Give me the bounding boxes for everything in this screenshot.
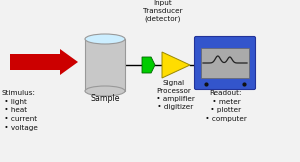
- Polygon shape: [162, 52, 190, 78]
- Polygon shape: [142, 57, 155, 73]
- Text: Signal
Processor
 • amplifier
 • digitizer: Signal Processor • amplifier • digitizer: [154, 80, 194, 110]
- Text: Sample: Sample: [90, 94, 120, 103]
- Ellipse shape: [85, 86, 125, 96]
- Ellipse shape: [85, 34, 125, 44]
- Polygon shape: [10, 49, 78, 75]
- FancyBboxPatch shape: [194, 36, 256, 89]
- Text: Stimulus:
 • light
 • heat
 • current
 • voltage: Stimulus: • light • heat • current • vol…: [2, 90, 38, 131]
- FancyBboxPatch shape: [201, 48, 249, 78]
- FancyBboxPatch shape: [85, 39, 125, 91]
- Text: Readout:
 • meter
 • plotter
 • computer: Readout: • meter • plotter • computer: [203, 90, 247, 122]
- Text: Input
Transducer
(detector): Input Transducer (detector): [143, 0, 182, 23]
